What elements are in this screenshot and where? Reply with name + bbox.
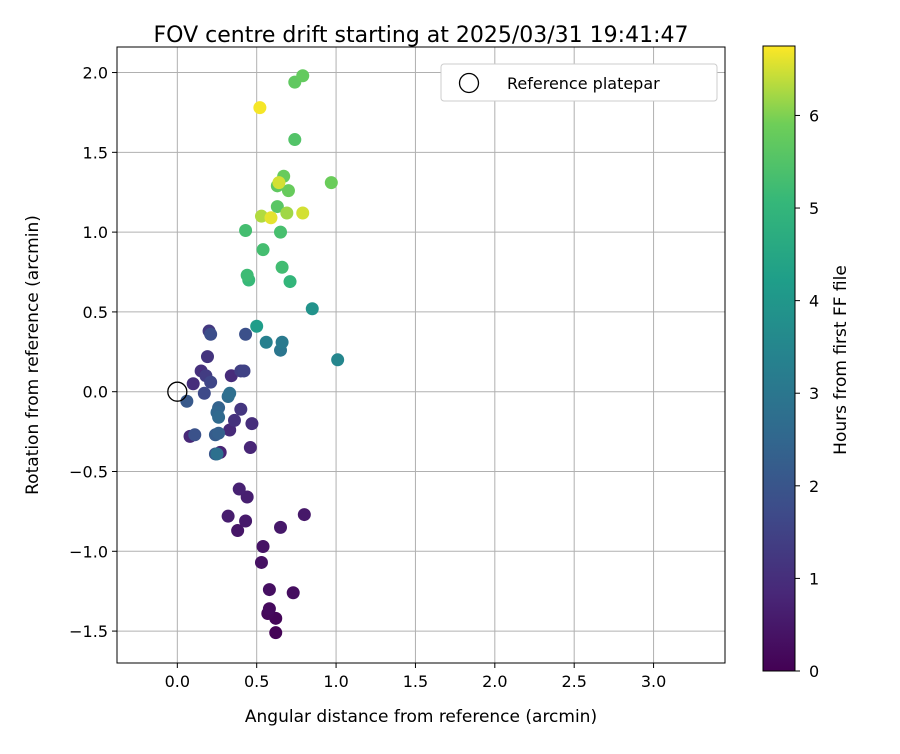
data-point [227, 413, 241, 427]
colorbar-tick-label: 4 [809, 292, 819, 311]
data-point [264, 211, 278, 225]
data-point [223, 386, 237, 400]
data-point [275, 335, 289, 349]
x-axis-ticks: 0.0 0.5 1.0 1.5 2.0 2.5 3.0 [165, 663, 666, 691]
y-tick-label: −1.0 [69, 542, 108, 561]
data-point [253, 101, 267, 115]
data-point [223, 423, 237, 437]
y-tick-label: 1.0 [83, 223, 108, 242]
y-axis-label: Rotation from reference (arcmin) [23, 215, 43, 495]
data-point [270, 200, 284, 214]
data-point [234, 402, 248, 416]
plot-area-frame [116, 46, 726, 664]
y-tick-label: −1.5 [69, 622, 108, 641]
x-tick-label: 0.5 [244, 672, 269, 691]
x-tick-label: 2.5 [561, 672, 586, 691]
colorbar: 0 1 2 3 4 5 6 Hours from first FF file [762, 45, 851, 681]
grid-lines [117, 47, 725, 663]
data-point [274, 520, 288, 534]
data-point [237, 364, 251, 378]
data-point [239, 514, 253, 528]
data-point [197, 386, 211, 400]
colorbar-ticks: 0 1 2 3 4 5 6 [795, 106, 819, 681]
data-point [239, 327, 253, 341]
data-points [167, 69, 345, 640]
data-point [269, 626, 283, 640]
colorbar-tick-label: 5 [809, 199, 819, 218]
data-point [232, 482, 246, 496]
data-point [239, 224, 253, 238]
colorbar-label: Hours from first FF file [831, 265, 851, 455]
y-tick-label: 0.0 [83, 383, 108, 402]
data-point [283, 275, 297, 289]
data-point [221, 509, 235, 523]
x-tick-label: 1.5 [403, 672, 428, 691]
data-point [243, 441, 257, 455]
data-point [274, 225, 288, 239]
data-point [331, 353, 345, 367]
legend-entry-reference-platepar: Reference platepar [507, 74, 660, 93]
x-tick-label: 1.0 [323, 672, 348, 691]
y-tick-label: 1.5 [83, 143, 108, 162]
data-point [272, 176, 286, 190]
reference-point-marker [167, 381, 188, 402]
data-point [245, 417, 259, 431]
y-tick-label: −0.5 [69, 462, 108, 481]
data-point [305, 302, 319, 316]
x-axis-label: Angular distance from reference (arcmin) [245, 707, 597, 727]
data-point [296, 69, 310, 83]
data-point [240, 268, 254, 282]
colorbar-tick-label: 2 [809, 477, 819, 496]
data-point [288, 133, 302, 147]
data-point [204, 327, 218, 341]
data-point [256, 540, 270, 554]
colorbar-tick-label: 1 [809, 569, 819, 588]
data-point [204, 375, 218, 389]
data-point [188, 428, 202, 442]
chart-title: FOV centre drift starting at 2025/03/31 … [154, 23, 689, 48]
data-point [212, 426, 226, 440]
x-tick-label: 0.0 [165, 672, 190, 691]
data-point [231, 524, 245, 538]
y-tick-label: 0.5 [83, 303, 108, 322]
data-point [280, 206, 294, 220]
data-point [200, 350, 214, 364]
data-point [250, 319, 264, 333]
data-point [186, 377, 200, 391]
data-point [286, 586, 300, 600]
data-point [324, 176, 338, 190]
x-tick-label: 2.0 [482, 672, 507, 691]
data-point [210, 447, 224, 461]
data-point [281, 184, 295, 198]
data-point [262, 583, 276, 597]
data-point [297, 508, 311, 522]
colorbar-tick-label: 6 [809, 106, 819, 125]
legend-box [440, 63, 718, 102]
data-point [296, 206, 310, 220]
data-point [262, 602, 276, 616]
y-tick-label: 2.0 [83, 64, 108, 83]
data-point [180, 394, 194, 408]
colorbar-tick-label: 3 [809, 384, 819, 403]
data-point [212, 410, 226, 424]
data-point [240, 490, 254, 504]
data-point [259, 335, 273, 349]
y-axis-ticks: −1.5 −1.0 −0.5 0.0 0.5 1.0 1.5 2.0 [69, 64, 117, 641]
data-point [275, 260, 289, 274]
legend-marker-icon [458, 72, 480, 94]
legend: Reference platepar [440, 63, 718, 102]
colorbar-gradient [762, 45, 796, 672]
data-point [254, 555, 268, 569]
colorbar-tick-label: 0 [809, 662, 819, 681]
x-tick-label: 3.0 [641, 672, 666, 691]
data-point [256, 243, 270, 257]
